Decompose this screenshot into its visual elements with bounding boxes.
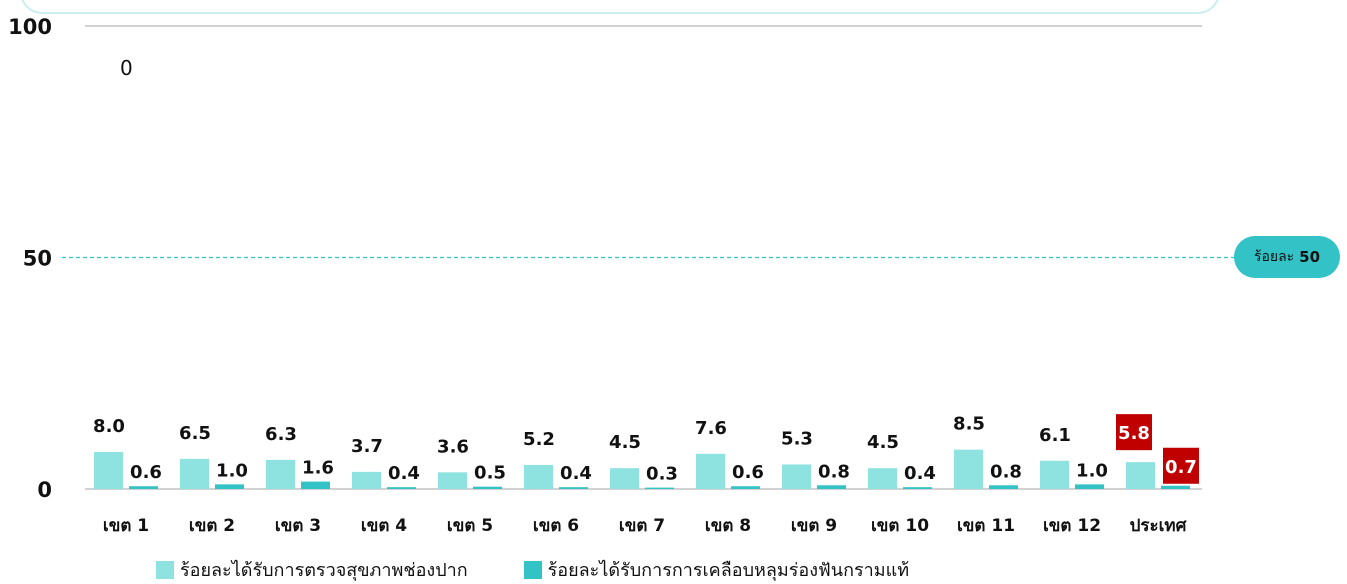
highlight-label-box — [1116, 414, 1152, 451]
bar-oral-exam — [782, 464, 811, 489]
bar-sealant — [215, 484, 244, 489]
value-label-sealant: 0.4 — [388, 463, 420, 484]
x-tick-label: เขต 8 — [705, 516, 751, 536]
x-tick-label: เขต 5 — [447, 516, 493, 536]
value-label-sealant: 0.5 — [474, 463, 506, 484]
chart-annotation: 0 — [120, 56, 133, 80]
value-label-sealant: 0.4 — [560, 463, 592, 484]
bar-oral-exam — [180, 458, 209, 489]
bar-sealant — [387, 487, 416, 489]
value-label-sealant: 0.7 — [1165, 457, 1197, 478]
bar-oral-exam — [438, 472, 467, 489]
legend-swatch-sealant — [523, 560, 542, 579]
bar-oral-exam — [1126, 462, 1155, 489]
chart-legend: ร้อยละได้รับการตรวจสุขภาพช่องปาก ร้อยละไ… — [156, 555, 909, 584]
value-label-oral-exam: 4.5 — [867, 432, 899, 453]
y-tick-label: 100 — [8, 15, 52, 39]
bar-sealant — [645, 487, 674, 489]
y-tick-label: 50 — [23, 247, 52, 271]
bar-oral-exam — [696, 453, 725, 489]
bar-oral-exam — [266, 459, 295, 489]
y-tick-label: 0 — [37, 478, 52, 502]
legend-item-oral-exam: ร้อยละได้รับการตรวจสุขภาพช่องปาก — [156, 555, 468, 584]
value-label-oral-exam: 7.6 — [695, 418, 727, 439]
highlight-label-box — [1163, 447, 1199, 484]
value-label-oral-exam: 5.3 — [781, 428, 813, 449]
bar-sealant — [989, 485, 1018, 489]
value-label-oral-exam: 6.3 — [265, 424, 297, 445]
bar-oral-exam — [610, 468, 639, 489]
legend-item-sealant: ร้อยละได้รับการการเคลือบหลุมร่องฟันกรามแ… — [523, 555, 910, 584]
value-label-oral-exam: 6.5 — [179, 423, 211, 444]
bar-sealant — [731, 486, 760, 489]
value-label-oral-exam: 6.1 — [1039, 425, 1071, 446]
x-tick-label: เขต 9 — [791, 516, 837, 536]
x-tick-label: เขต 12 — [1043, 516, 1101, 536]
bar-sealant — [473, 486, 502, 489]
value-label-sealant: 0.3 — [646, 464, 678, 485]
bar-sealant — [1075, 484, 1104, 489]
bar-oral-exam — [524, 464, 553, 489]
value-label-oral-exam: 5.2 — [523, 429, 555, 450]
value-label-sealant: 0.8 — [818, 461, 850, 482]
x-tick-label: เขต 1 — [103, 516, 149, 536]
value-label-oral-exam: 8.0 — [93, 416, 125, 437]
legend-label-sealant: ร้อยละได้รับการการเคลือบหลุมร่องฟันกรามแ… — [547, 560, 910, 581]
x-tick-label: เขต 2 — [189, 516, 235, 536]
value-label-oral-exam: 4.5 — [609, 432, 641, 453]
value-label-oral-exam: 3.6 — [437, 436, 469, 457]
x-tick-label: เขต 3 — [275, 516, 321, 536]
legend-swatch-oral-exam — [156, 560, 174, 579]
x-tick-label: เขต 7 — [619, 516, 665, 536]
value-label-sealant: 1.6 — [302, 458, 334, 479]
value-label-sealant: 0.6 — [130, 462, 162, 483]
bar-oral-exam — [954, 449, 983, 489]
value-label-sealant: 0.6 — [732, 462, 764, 483]
value-label-oral-exam: 5.8 — [1118, 423, 1150, 444]
bar-sealant — [903, 487, 932, 489]
reference-label-prefix: ร้อยละ — [1253, 249, 1295, 265]
value-label-oral-exam: 3.7 — [351, 436, 383, 457]
value-label-sealant: 0.8 — [990, 461, 1022, 482]
bar-sealant — [559, 487, 588, 489]
value-label-sealant: 1.0 — [1076, 460, 1108, 481]
bar-oral-exam — [868, 468, 897, 489]
x-tick-label: เขต 6 — [533, 516, 579, 536]
bar-oral-exam — [352, 471, 381, 489]
x-tick-label: เขต 11 — [957, 516, 1015, 536]
x-tick-label: เขต 10 — [871, 516, 929, 536]
bar-oral-exam — [94, 451, 123, 489]
x-tick-label: ประเทศ — [1130, 516, 1188, 536]
bar-sealant — [817, 485, 846, 489]
bar-sealant — [129, 486, 158, 489]
value-label-sealant: 0.4 — [904, 463, 936, 484]
value-label-oral-exam: 8.5 — [953, 414, 985, 435]
reference-line-label: ร้อยละ 50 — [1234, 236, 1340, 278]
x-tick-label: เขต 4 — [361, 516, 407, 536]
reference-label-value: 50 — [1299, 248, 1321, 266]
bar-oral-exam — [1040, 460, 1069, 489]
value-label-sealant: 1.0 — [216, 460, 248, 481]
bar-sealant — [1161, 485, 1190, 489]
legend-label-oral-exam: ร้อยละได้รับการตรวจสุขภาพช่องปาก — [180, 560, 468, 581]
bar-sealant — [301, 481, 330, 489]
